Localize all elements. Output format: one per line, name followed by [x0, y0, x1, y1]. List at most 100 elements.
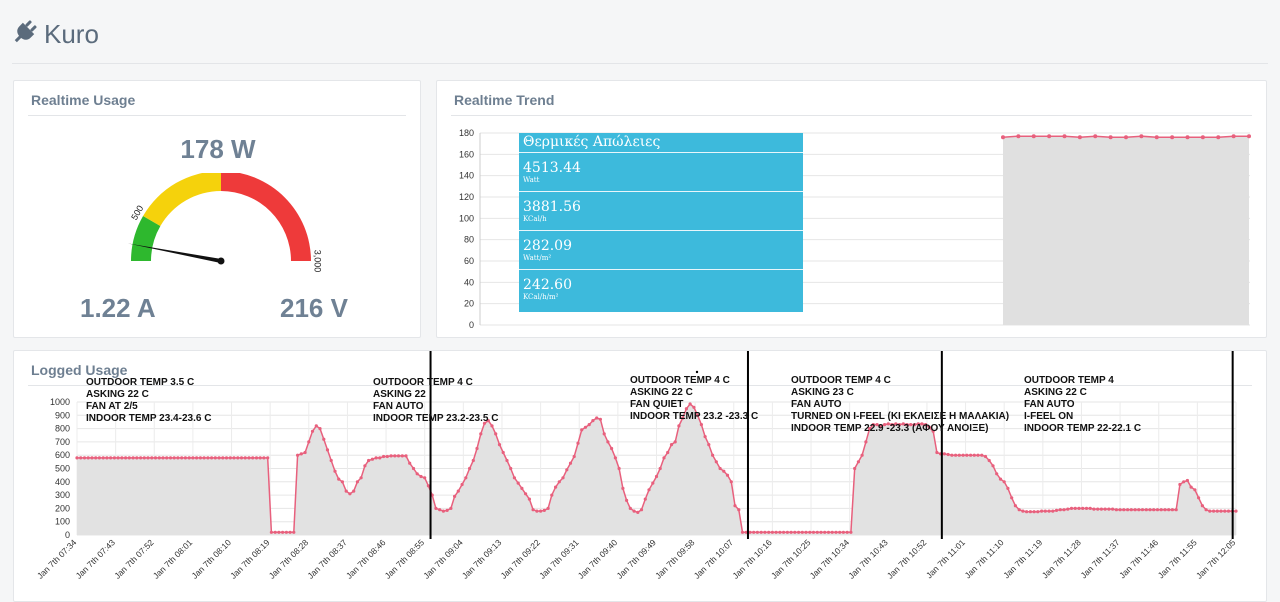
- trend-point: [1216, 135, 1221, 140]
- logged-point: [482, 421, 487, 425]
- logged-point: [303, 450, 307, 455]
- logged-point: [509, 466, 513, 471]
- logged-point: [1226, 509, 1231, 513]
- logged-point: [643, 497, 647, 501]
- logged-point: [714, 460, 718, 464]
- annotation-note-line: ASKING 22 C: [86, 389, 149, 400]
- logged-point: [535, 509, 539, 513]
- logged-point: [299, 452, 303, 456]
- header-divider: [12, 63, 1268, 64]
- logged-point: [718, 466, 722, 471]
- logged-point: [434, 506, 438, 510]
- y-tick-label: 180: [459, 128, 474, 138]
- logged-point: [550, 493, 554, 497]
- logged-point: [602, 432, 606, 436]
- annotation-note-line: INDOOR TEMP 23.2-23.5 C: [373, 413, 498, 424]
- logged-point: [82, 456, 87, 460]
- x-tick-label: Jan 7th 09:04: [421, 537, 465, 581]
- logged-point: [1036, 510, 1040, 514]
- logged-point: [396, 454, 401, 458]
- logged-point: [310, 429, 315, 433]
- logged-point: [1066, 507, 1070, 511]
- logged-point: [116, 456, 120, 460]
- logged-point: [124, 456, 128, 460]
- logged-point: [404, 454, 408, 458]
- logged-point: [217, 456, 221, 460]
- logged-point: [426, 484, 430, 488]
- logged-point: [139, 456, 143, 460]
- logged-point: [1040, 509, 1044, 513]
- logged-point: [542, 508, 546, 512]
- y-tick-label: 400: [55, 477, 70, 487]
- logged-point: [142, 456, 146, 460]
- thermal-unit: Watt/m²: [523, 254, 552, 262]
- y-tick-label: 600: [55, 450, 70, 460]
- annotation-note-line: INDOOR TEMP 23.2 -23.3 C: [630, 411, 758, 422]
- x-tick-label: Jan 7th 11:55: [1156, 537, 1199, 580]
- annotation-dot: [695, 370, 699, 374]
- logged-point: [722, 469, 726, 473]
- logged-point: [198, 456, 202, 460]
- logged-point: [565, 468, 569, 472]
- logged-point: [905, 423, 909, 427]
- logged-point: [725, 473, 730, 477]
- x-tick-label: Jan 7th 12:05: [1194, 537, 1238, 581]
- logged-point: [393, 454, 397, 458]
- annotation-note-line: FAN AUTO: [373, 401, 424, 412]
- x-tick-label: Jan 7th 09:58: [653, 537, 697, 581]
- brand[interactable]: Kuro: [12, 18, 99, 51]
- panel-divider: [28, 385, 1252, 386]
- y-tick-label: 120: [459, 192, 474, 202]
- trend-point: [1108, 135, 1113, 140]
- logged-point: [363, 464, 367, 468]
- trend-point: [1031, 134, 1036, 139]
- trend-point: [1170, 135, 1175, 140]
- y-tick-label: 80: [464, 235, 474, 245]
- logged-point: [1234, 509, 1238, 513]
- logged-point: [236, 456, 240, 460]
- thermal-heading: Θερμικές Απώλειες: [519, 133, 803, 153]
- y-tick-label: 100: [55, 517, 70, 527]
- logged-point: [146, 456, 150, 460]
- gauge-zone: [131, 216, 161, 261]
- logged-point: [400, 454, 404, 458]
- logged-point: [969, 453, 973, 457]
- logged-point: [920, 422, 924, 426]
- logged-point: [1122, 508, 1126, 512]
- logged-point: [647, 488, 651, 492]
- logged-point: [699, 423, 704, 427]
- x-tick-label: Jan 7th 08:37: [305, 537, 349, 581]
- logged-point: [1058, 508, 1062, 512]
- x-tick-label: Jan 7th 11:01: [924, 537, 967, 580]
- annotation-note-line: ASKING 22: [373, 389, 426, 400]
- logged-point: [389, 454, 393, 458]
- logged-point: [894, 422, 898, 426]
- logged-point: [1073, 506, 1077, 510]
- logged-point: [1219, 509, 1223, 513]
- logged-point: [1107, 507, 1111, 511]
- logged-point: [1092, 507, 1096, 511]
- logged-point: [954, 453, 958, 457]
- logged-point: [853, 466, 857, 471]
- logged-point: [785, 530, 790, 534]
- logged-point: [247, 456, 251, 460]
- logged-point: [1017, 508, 1021, 512]
- logged-point: [1163, 508, 1167, 512]
- x-tick-label: Jan 7th 11:19: [1001, 537, 1044, 580]
- logged-point: [127, 456, 131, 460]
- logged-point: [1212, 509, 1216, 513]
- logged-point: [210, 456, 214, 460]
- logged-point: [1167, 508, 1171, 512]
- logged-point: [187, 456, 191, 460]
- logged-point: [610, 446, 614, 451]
- trend-chart: 180 160 140 120 100 80 60 40 20 0: [459, 128, 1251, 329]
- logged-point: [1182, 480, 1186, 484]
- logged-point: [606, 440, 610, 444]
- x-tick-label: Jan 7th 10:43: [846, 537, 890, 581]
- logged-point: [1118, 508, 1122, 512]
- plug-icon: [12, 18, 38, 51]
- logged-point: [696, 413, 700, 417]
- annotation-note-line: OUTDOOR TEMP 4 C: [630, 375, 730, 386]
- realtime-trend-panel: Realtime Trend 180 160 140 120 100 80 60 40 20 0 …: [436, 80, 1267, 338]
